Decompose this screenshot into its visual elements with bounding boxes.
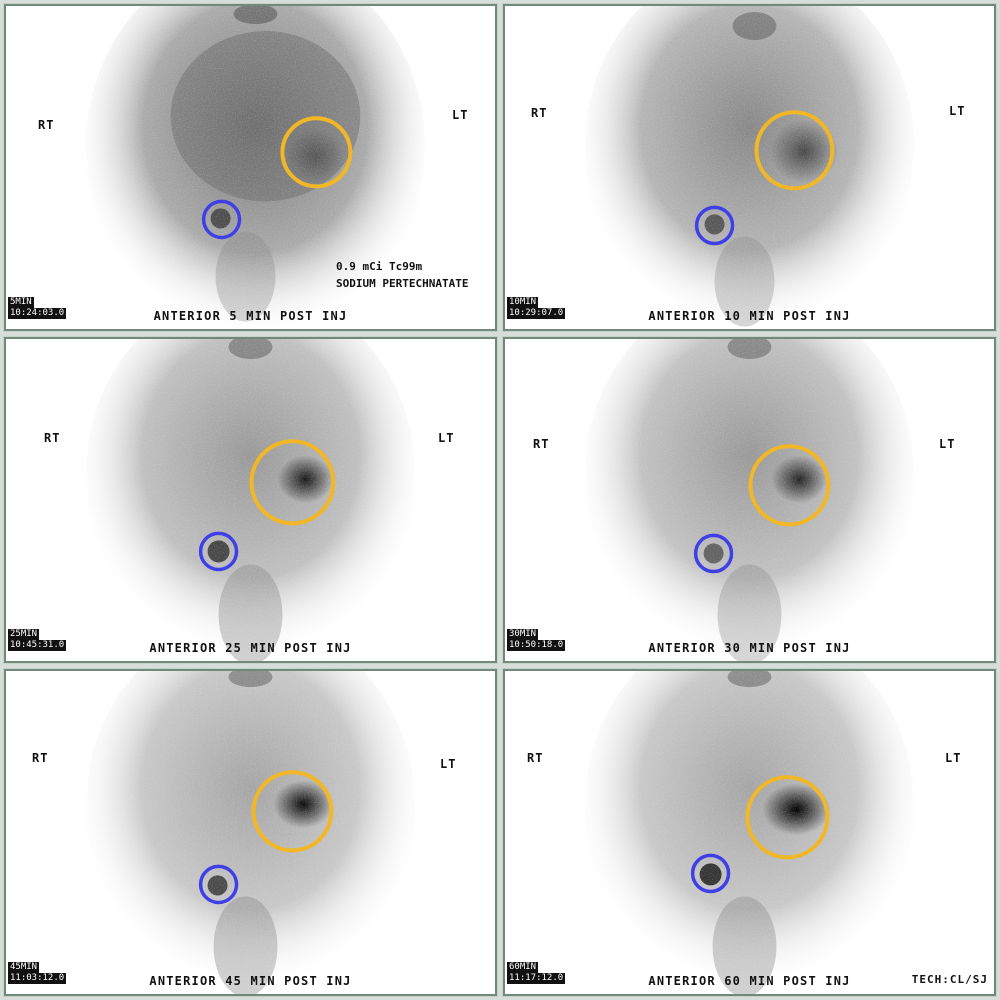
body-uptake [505, 6, 994, 329]
left-side-label: LT [452, 108, 469, 122]
scan-panel-30min: RT LT 30MIN 10:50:18.0 ANTERIOR 30 MIN P… [502, 335, 997, 665]
frame-clock: 10:24:03.0 [8, 307, 67, 319]
ectopic-roi-circle [201, 199, 242, 240]
ectopic-roi-circle [690, 853, 731, 894]
acquisition-time: 60MIN 11:17:12.0 [507, 961, 566, 984]
ectopic-roi-circle [198, 864, 239, 905]
gastric-roi-circle [748, 443, 831, 527]
gastric-roi-circle [745, 775, 830, 860]
gastric-roi-circle [754, 110, 835, 191]
frame-duration: 45MIN [8, 961, 40, 973]
gastric-roi-circle [280, 116, 353, 189]
gastric-roi-circle [249, 438, 336, 526]
body-uptake [6, 6, 495, 329]
frame-duration: 30MIN [507, 629, 539, 641]
ectopic-roi-circle [198, 531, 239, 571]
left-side-label: LT [438, 430, 455, 445]
gastric-roi-circle [251, 770, 334, 853]
frame-duration: 10MIN [507, 296, 539, 308]
frame-clock: 11:17:12.0 [507, 972, 566, 984]
ectopic-roi-circle [693, 533, 734, 573]
frame-duration: 25MIN [8, 629, 40, 641]
view-caption: ANTERIOR 25 MIN POST INJ [149, 641, 352, 656]
frame-duration: 60MIN [507, 961, 539, 973]
right-side-label: RT [533, 436, 550, 451]
left-side-label: LT [440, 757, 457, 772]
body-uptake [6, 338, 495, 662]
view-caption: ANTERIOR 10 MIN POST INJ [648, 308, 851, 323]
scan-image [6, 671, 495, 994]
right-side-label: RT [32, 751, 49, 766]
view-caption: ANTERIOR 60 MIN POST INJ [648, 973, 851, 988]
scan-image [505, 6, 994, 329]
scan-panel-25min: RT LT 25MIN 10:45:31.0 ANTERIOR 25 MIN P… [3, 335, 498, 665]
acquisition-time: 45MIN 11:03:12.0 [8, 961, 67, 984]
acquisition-time: 10MIN 10:29:07.0 [507, 296, 566, 319]
frame-clock: 10:50:18.0 [507, 640, 566, 652]
right-side-label: RT [527, 751, 544, 766]
view-caption: ANTERIOR 5 MIN POST INJ [153, 308, 348, 323]
scan-panel-10min: RT LT 10MIN 10:29:07.0 ANTERIOR 10 MIN P… [502, 3, 997, 332]
view-caption: ANTERIOR 30 MIN POST INJ [648, 641, 851, 656]
right-side-label: RT [44, 430, 61, 445]
body-uptake [6, 671, 495, 994]
scan-image [6, 6, 495, 329]
ectopic-roi-circle [694, 205, 735, 246]
acquisition-time: 5MIN 10:24:03.0 [8, 296, 67, 319]
scan-panel-5min: RT LT 0.9 mCi Tc99m SODIUM PERTECHNATATE… [3, 3, 498, 332]
left-side-label: LT [949, 104, 966, 118]
frame-clock: 10:29:07.0 [507, 307, 566, 319]
frame-clock: 11:03:12.0 [8, 972, 67, 984]
agent-line: SODIUM PERTECHNATATE [336, 277, 469, 290]
frame-duration: 5MIN [8, 296, 34, 308]
frame-clock: 10:45:31.0 [8, 640, 67, 652]
scan-image [505, 338, 994, 662]
dose-line: 0.9 mCi Tc99m [336, 260, 423, 273]
acquisition-time: 30MIN 10:50:18.0 [507, 629, 566, 652]
right-side-label: RT [531, 106, 548, 120]
acquisition-time: 25MIN 10:45:31.0 [8, 629, 67, 652]
scan-image [6, 338, 495, 662]
view-caption: ANTERIOR 45 MIN POST INJ [149, 973, 352, 988]
dose-annotation: 0.9 mCi Tc99m SODIUM PERTECHNATATE [336, 258, 468, 292]
scan-panel-60min: RT LT 60MIN 11:17:12.0 ANTERIOR 60 MIN P… [502, 668, 997, 997]
body-uptake [505, 338, 994, 662]
left-side-label: LT [945, 751, 962, 766]
scan-panel-45min: RT LT 45MIN 11:03:12.0 ANTERIOR 45 MIN P… [3, 668, 498, 997]
right-side-label: RT [38, 118, 55, 132]
scan-image [505, 671, 994, 994]
technologist-label: TECH:CL/SJ [911, 972, 988, 986]
left-side-label: LT [939, 436, 956, 451]
